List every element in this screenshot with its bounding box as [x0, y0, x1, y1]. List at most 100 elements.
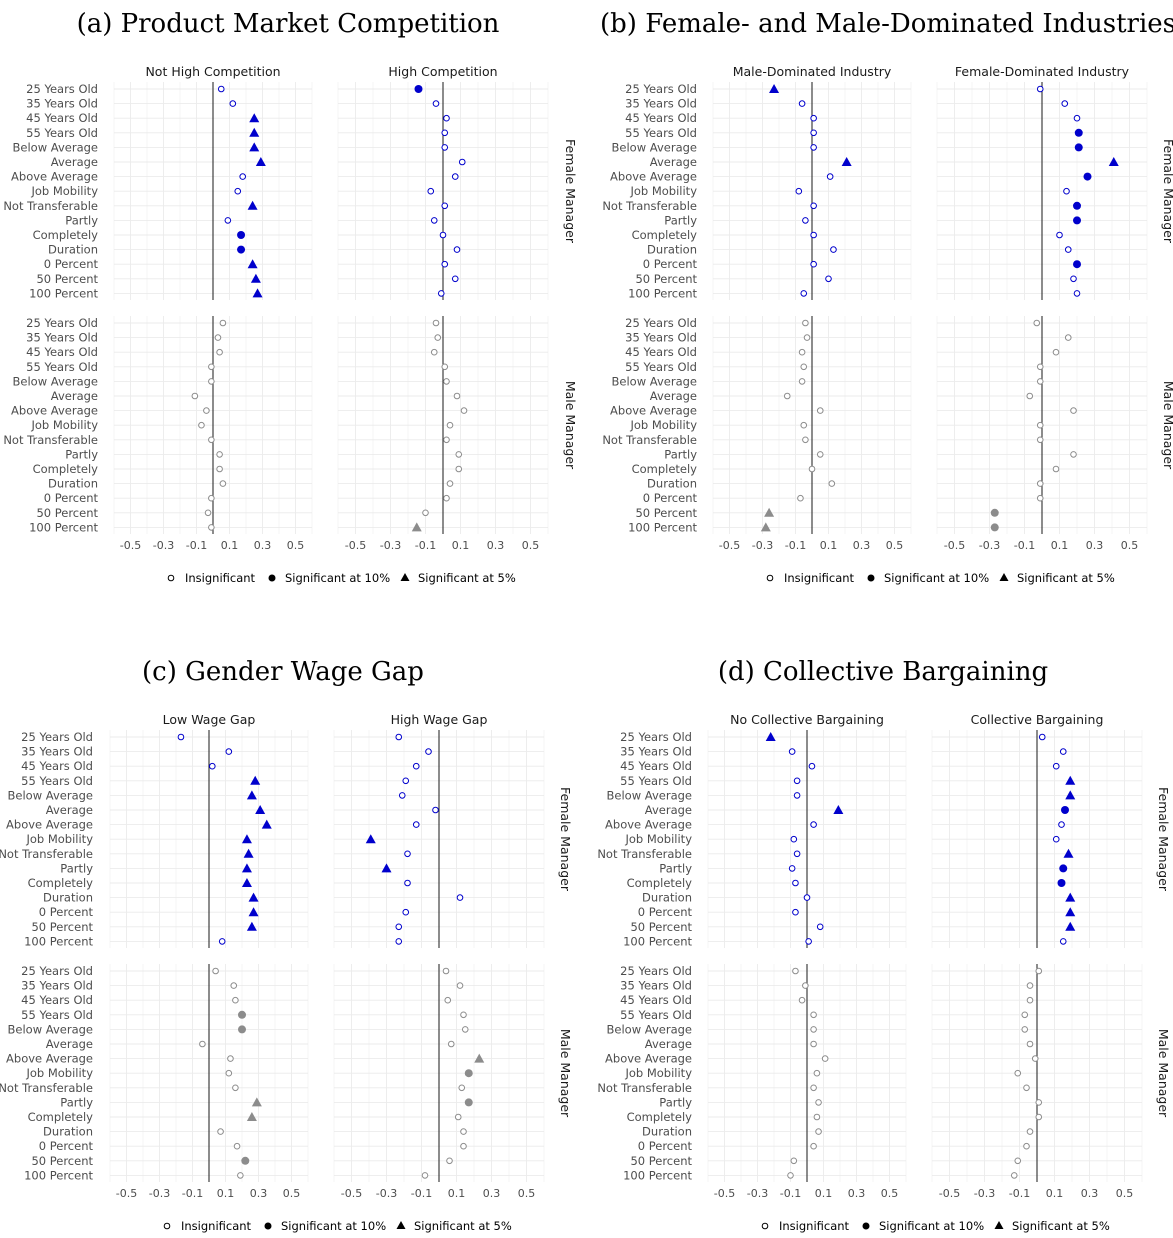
- subfigure-1: (b) Female- and Male-Dominated Industrie…: [600, 9, 1173, 585]
- data-point: [446, 480, 454, 487]
- category-label: 45 Years Old: [21, 993, 93, 1007]
- data-point: [441, 363, 449, 371]
- row-strip-label: Female Manager: [1156, 787, 1171, 892]
- category-label: Completely: [627, 1110, 693, 1124]
- data-point: [241, 863, 252, 873]
- category-label: Above Average: [610, 404, 697, 418]
- category-label: 25 Years Old: [21, 730, 93, 744]
- column-strip-label: Collective Bargaining: [971, 712, 1104, 727]
- category-label: 55 Years Old: [620, 774, 692, 788]
- data-point: [1036, 421, 1044, 429]
- data-point: [1035, 1099, 1043, 1106]
- legend: Insignificant Significant at 10% Significa…: [167, 571, 516, 585]
- data-point: [441, 260, 449, 268]
- x-tick-label: -0.1: [411, 1187, 432, 1200]
- data-point: [813, 1069, 821, 1077]
- category-label: Not Transferable: [0, 847, 93, 861]
- data-point: [1061, 806, 1069, 814]
- category-label: 35 Years Old: [21, 979, 93, 993]
- x-tick-label: 0.5: [522, 539, 540, 552]
- data-point: [412, 821, 420, 828]
- x-tick-label: -0.5: [345, 539, 366, 552]
- data-point: [792, 908, 799, 916]
- data-point: [432, 806, 439, 814]
- data-point: [177, 733, 185, 741]
- data-point: [402, 777, 410, 785]
- data-point: [1065, 775, 1076, 785]
- data-point: [815, 1099, 822, 1106]
- subfigure-title: (b) Female- and Male-Dominated Industrie…: [600, 9, 1173, 39]
- x-tick-label: -0.5: [341, 1187, 362, 1200]
- data-point: [241, 878, 252, 887]
- data-point: [444, 996, 452, 1004]
- data-point: [1023, 1084, 1030, 1092]
- category-label: Duration: [48, 477, 98, 491]
- data-point: [1014, 1069, 1022, 1077]
- data-point: [243, 848, 254, 858]
- data-point: [769, 84, 780, 93]
- data-point: [443, 494, 450, 502]
- category-label: 45 Years Old: [620, 993, 692, 1007]
- category-label: Below Average: [612, 374, 697, 388]
- data-point: [474, 1053, 485, 1063]
- legend-insignificant-marker: [167, 574, 175, 582]
- data-point: [460, 407, 468, 414]
- category-label: 45 Years Old: [21, 759, 93, 773]
- category-label: Duration: [48, 243, 98, 257]
- data-point: [237, 231, 246, 239]
- data-point: [1033, 319, 1041, 327]
- data-point: [1021, 1026, 1029, 1033]
- category-label: Duration: [642, 1125, 692, 1139]
- data-point: [219, 480, 227, 487]
- category-label: Average: [650, 389, 697, 403]
- x-tick-label: 0.1: [217, 1187, 235, 1200]
- data-point: [248, 907, 259, 917]
- data-point: [1073, 201, 1081, 210]
- x-tick-label: 0.3: [254, 539, 272, 552]
- data-point: [1026, 392, 1034, 400]
- x-tick-label: -0.3: [380, 539, 401, 552]
- subfigure-3: (d) Collective Bargaining No Collective B…: [597, 657, 1171, 1233]
- data-point: [810, 129, 817, 137]
- category-label: Above Average: [11, 170, 98, 184]
- column-strip-label: High Wage Gap: [391, 712, 488, 727]
- x-tick-label: -0.5: [719, 539, 740, 552]
- data-point: [788, 865, 796, 872]
- x-tick-label: -0.1: [780, 1187, 801, 1200]
- data-point: [430, 217, 438, 224]
- data-point: [441, 129, 449, 137]
- category-label: Average: [46, 1037, 93, 1051]
- data-point: [219, 319, 227, 327]
- data-point: [800, 421, 808, 429]
- legend-sig10-marker: [268, 574, 276, 582]
- data-point: [1023, 1142, 1030, 1150]
- data-point: [792, 879, 799, 887]
- category-label: 25 Years Old: [620, 730, 692, 744]
- facet-panel: [109, 730, 309, 948]
- data-point: [460, 1128, 467, 1135]
- x-tick-label: -0.5: [116, 1187, 137, 1200]
- data-point: [446, 1157, 453, 1165]
- x-tick-label: 0.3: [848, 1187, 866, 1200]
- data-point: [802, 319, 809, 327]
- facet-panel: [109, 964, 309, 1182]
- x-tick-label: -0.3: [376, 1187, 397, 1200]
- data-point: [248, 892, 259, 902]
- legend-sig5-marker: [396, 1221, 406, 1229]
- subfigure-title: (a) Product Market Competition: [77, 9, 500, 39]
- data-point: [810, 202, 817, 210]
- data-point: [261, 819, 272, 829]
- data-point: [798, 348, 806, 356]
- data-point: [790, 835, 798, 843]
- x-tick-label: -0.1: [182, 1187, 203, 1200]
- facet-panel: [337, 316, 549, 534]
- category-label: 55 Years Old: [21, 1008, 93, 1022]
- category-label: 35 Years Old: [625, 97, 697, 111]
- data-point: [439, 231, 447, 239]
- data-point: [1083, 172, 1092, 181]
- category-label: 55 Years Old: [620, 1008, 692, 1022]
- data-point: [404, 850, 411, 858]
- category-label: 100 Percent: [628, 520, 697, 534]
- data-point: [249, 113, 260, 123]
- x-tick-label: 0.5: [518, 1187, 536, 1200]
